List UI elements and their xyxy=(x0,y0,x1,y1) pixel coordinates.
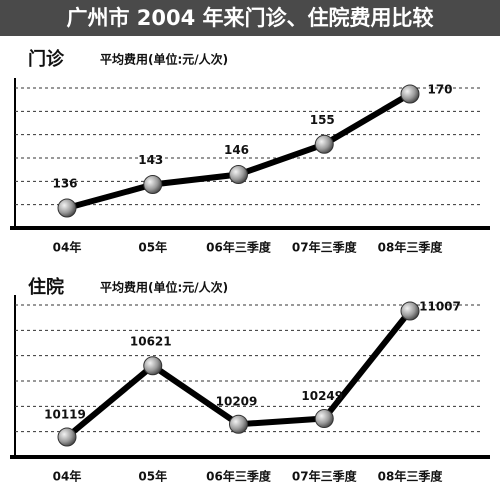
data-label: 143 xyxy=(138,153,163,167)
data-point xyxy=(229,414,248,434)
data-point xyxy=(400,301,420,321)
data-label: 10249 xyxy=(301,389,343,403)
page-title: 广州市 2004 年来门诊、住院费用比较 xyxy=(66,6,433,30)
x-tick-label: 06年三季度 xyxy=(206,240,272,255)
title-bar xyxy=(0,0,500,36)
data-label: 11007 xyxy=(419,300,461,314)
x-tick-label: 05年 xyxy=(138,240,167,255)
x-tick-label: 08年三季度 xyxy=(378,240,444,255)
data-label: 136 xyxy=(52,177,77,191)
x-tick-label: 08年三季度 xyxy=(378,469,444,484)
data-point xyxy=(57,198,77,218)
data-point xyxy=(400,84,420,104)
x-tick-label: 07年三季度 xyxy=(292,240,358,255)
x-tick-label: 05年 xyxy=(138,469,167,484)
x-tick-label: 04年 xyxy=(53,469,82,484)
data-point xyxy=(314,134,334,154)
data-point xyxy=(143,356,163,376)
chart-subtitle: 平均费用(单位:元/人次) xyxy=(100,52,228,67)
data-label: 146 xyxy=(224,143,249,157)
data-label: 155 xyxy=(310,113,335,127)
chart-subtitle: 平均费用(单位:元/人次) xyxy=(100,280,228,295)
data-point xyxy=(57,427,77,447)
data-label: 10621 xyxy=(130,334,172,348)
data-point xyxy=(143,175,163,195)
data-point xyxy=(229,164,248,184)
x-tick-label: 07年三季度 xyxy=(292,469,358,484)
x-tick-label: 04年 xyxy=(53,240,82,255)
data-point xyxy=(314,409,334,429)
chart-title: 门诊 xyxy=(28,48,65,70)
chart-title: 住院 xyxy=(28,276,64,298)
data-label: 10119 xyxy=(44,408,86,422)
data-label: 170 xyxy=(427,83,452,97)
x-tick-label: 06年三季度 xyxy=(206,469,272,484)
data-label: 10209 xyxy=(216,395,258,409)
